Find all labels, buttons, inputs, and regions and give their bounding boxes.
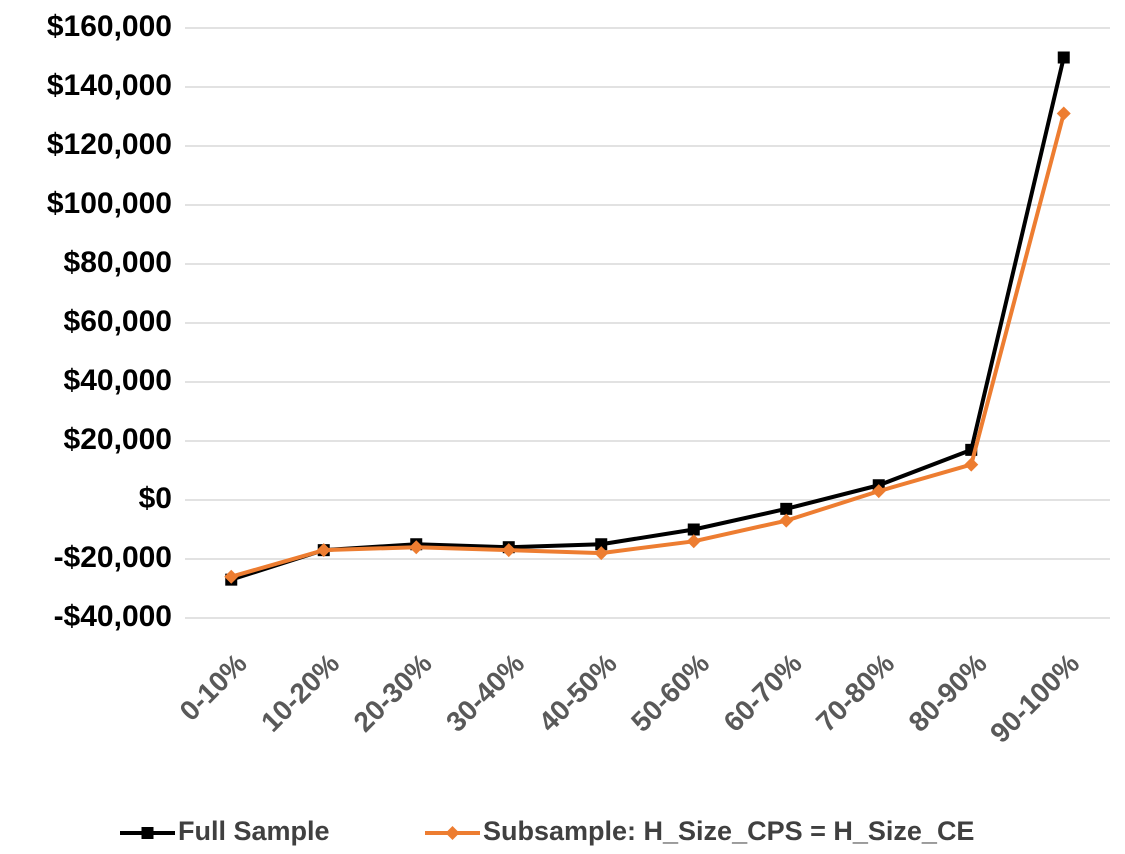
x-tick-label: 10-20% [255, 647, 345, 737]
marker [224, 569, 239, 584]
x-tick-label: 90-100% [984, 647, 1085, 748]
y-tick-label: -$40,000 [54, 600, 172, 633]
marker [780, 502, 793, 515]
series-line [230, 57, 1066, 582]
legend-marker [445, 826, 460, 840]
x-tick-label: 80-90% [903, 647, 993, 737]
x-tick-label: 70-80% [810, 647, 900, 737]
y-tick-label: $160,000 [47, 10, 172, 43]
marker [594, 546, 609, 561]
y-tick-label: $0 [139, 482, 172, 515]
x-tick-label: 0-10% [174, 647, 253, 726]
marker [871, 484, 886, 499]
legend-item: Full Sample [120, 816, 330, 846]
x-tick-label: 50-60% [625, 647, 715, 737]
marker [316, 543, 331, 558]
y-tick-label: $120,000 [47, 128, 172, 161]
y-tick-label: -$20,000 [54, 541, 172, 574]
y-tick-label: $20,000 [64, 423, 172, 456]
marker [687, 523, 700, 536]
marker [686, 534, 701, 549]
marker [779, 513, 794, 528]
legend-label: Subsample: H_Size_CPS = H_Size_CE [483, 816, 974, 846]
legend-label: Full Sample [178, 816, 330, 846]
x-tick-label: 20-30% [348, 647, 438, 737]
legend-marker [141, 827, 154, 839]
marker [595, 538, 608, 551]
legend-item: Subsample: H_Size_CPS = H_Size_CE [425, 816, 974, 846]
marker [501, 543, 516, 558]
series-line [230, 113, 1066, 579]
x-tick-label: 30-40% [440, 647, 530, 737]
marker [964, 457, 979, 472]
x-tick-label: 40-50% [533, 647, 623, 737]
y-tick-label: $80,000 [64, 246, 172, 279]
marker [409, 540, 424, 555]
marker [1057, 51, 1070, 64]
y-tick-label: $40,000 [64, 364, 172, 397]
x-tick-label: 60-70% [718, 647, 808, 737]
marker [1056, 106, 1071, 121]
y-tick-label: $140,000 [47, 69, 172, 102]
y-tick-label: $100,000 [47, 187, 172, 220]
y-tick-label: $60,000 [64, 305, 172, 338]
